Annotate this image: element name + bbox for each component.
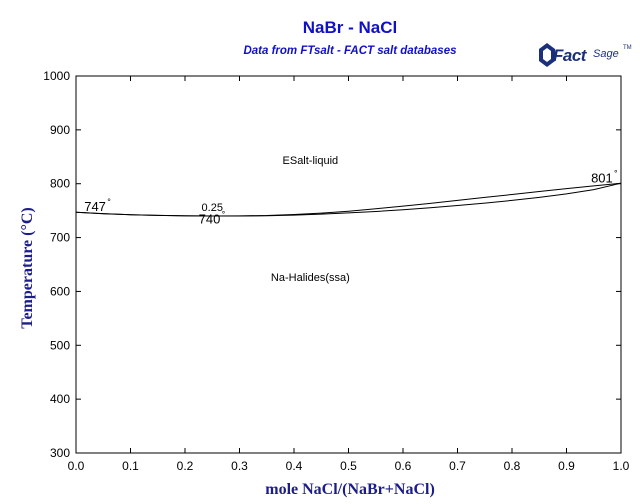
y-tick-label: 700 bbox=[50, 231, 70, 245]
annotation-label: 747 bbox=[84, 199, 106, 214]
data-series bbox=[75, 182, 622, 217]
x-tick-label: 0.6 bbox=[395, 459, 412, 473]
x-axis-label: mole NaCl/(NaBr+NaCl) bbox=[265, 481, 435, 498]
liquidus-line bbox=[75, 182, 622, 217]
factsage-logo: Fact Sage TM bbox=[538, 40, 634, 74]
degree-symbol: ° bbox=[107, 197, 111, 207]
x-tick-label: 0.9 bbox=[558, 459, 575, 473]
annotation-label: Na-Halides(ssa) bbox=[271, 272, 350, 284]
degree-symbol: ° bbox=[614, 169, 618, 179]
degree-symbol: ° bbox=[222, 210, 226, 220]
y-tick-label: 1000 bbox=[43, 69, 70, 83]
y-tick-label: 800 bbox=[50, 177, 70, 191]
annotation-label: ESalt-liquid bbox=[283, 155, 339, 167]
annotation-label: 801 bbox=[591, 171, 613, 186]
factsage-logo-mark-icon bbox=[539, 43, 555, 67]
plot-frame bbox=[75, 75, 622, 454]
x-tick-label: 0.3 bbox=[231, 459, 248, 473]
annotation-label: 740 bbox=[199, 212, 221, 227]
x-tick-label: 0.0 bbox=[68, 459, 85, 473]
factsage-logo-text: Fact bbox=[553, 46, 586, 65]
x-tick-label: 0.2 bbox=[177, 459, 194, 473]
y-tick-label: 500 bbox=[50, 338, 70, 352]
x-tick-label: 0.7 bbox=[449, 459, 466, 473]
x-tick-label: 0.4 bbox=[286, 459, 303, 473]
y-tick-label: 900 bbox=[50, 123, 70, 137]
y-tick-label: 300 bbox=[50, 446, 70, 460]
axis-ticks: 0.0 0.1 0.2 0.3 0.4 0.5 0.6 0.7 0.8 0.9 1.0 300 400 5… bbox=[43, 69, 629, 473]
x-tick-label: 0.5 bbox=[340, 459, 357, 473]
annotation-label: 0.25 bbox=[202, 202, 223, 214]
x-tick-label: 0.1 bbox=[122, 459, 139, 473]
chart-title: NaBr - NaCl bbox=[302, 18, 398, 37]
factsage-logo-tm: TM bbox=[623, 45, 632, 51]
x-tick-label: 0.8 bbox=[504, 459, 521, 473]
solidus-line bbox=[75, 182, 622, 217]
factsage-logo-text-sage: Sage bbox=[593, 48, 619, 60]
y-tick-label: 600 bbox=[50, 284, 70, 298]
y-tick-label: 400 bbox=[50, 392, 70, 406]
chart-subtitle: Data from FTsalt - FACT salt databases bbox=[243, 45, 457, 57]
x-tick-label: 1.0 bbox=[613, 459, 630, 473]
